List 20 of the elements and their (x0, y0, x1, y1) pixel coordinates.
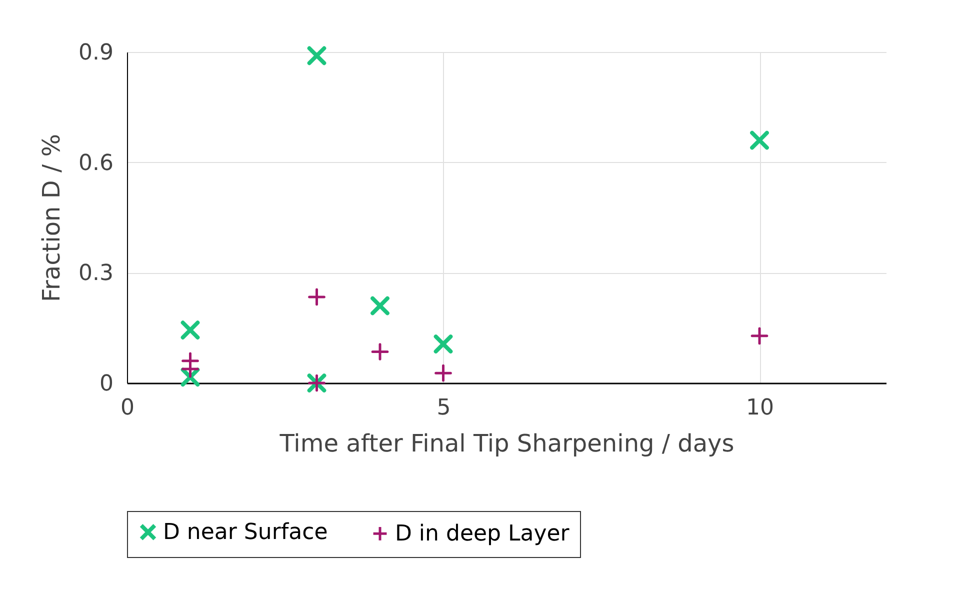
x-tick-label: 0 (120, 396, 134, 420)
point (750, 327, 768, 345)
point (370, 296, 390, 316)
point (307, 46, 326, 66)
y-tick-label: 0 (100, 372, 114, 396)
point (308, 288, 326, 306)
y-tick-label: 0.9 (78, 40, 114, 66)
point (371, 343, 389, 360)
x-axis-title: Time after Final Tip Sharpening / days (278, 430, 734, 458)
point (434, 334, 453, 354)
y-axis-title: Fraction D / % (38, 134, 66, 302)
point (180, 320, 200, 340)
x-tick-label: 10 (746, 396, 774, 420)
point (434, 364, 452, 382)
legend-label: D near Surface (163, 520, 328, 546)
y-tick-label: 0.6 (78, 150, 114, 176)
x-tick-label: 5 (436, 396, 451, 420)
legend-label: D in deep Layer (395, 522, 570, 547)
y-tick-label: 0.3 (78, 261, 114, 286)
point (750, 130, 769, 150)
